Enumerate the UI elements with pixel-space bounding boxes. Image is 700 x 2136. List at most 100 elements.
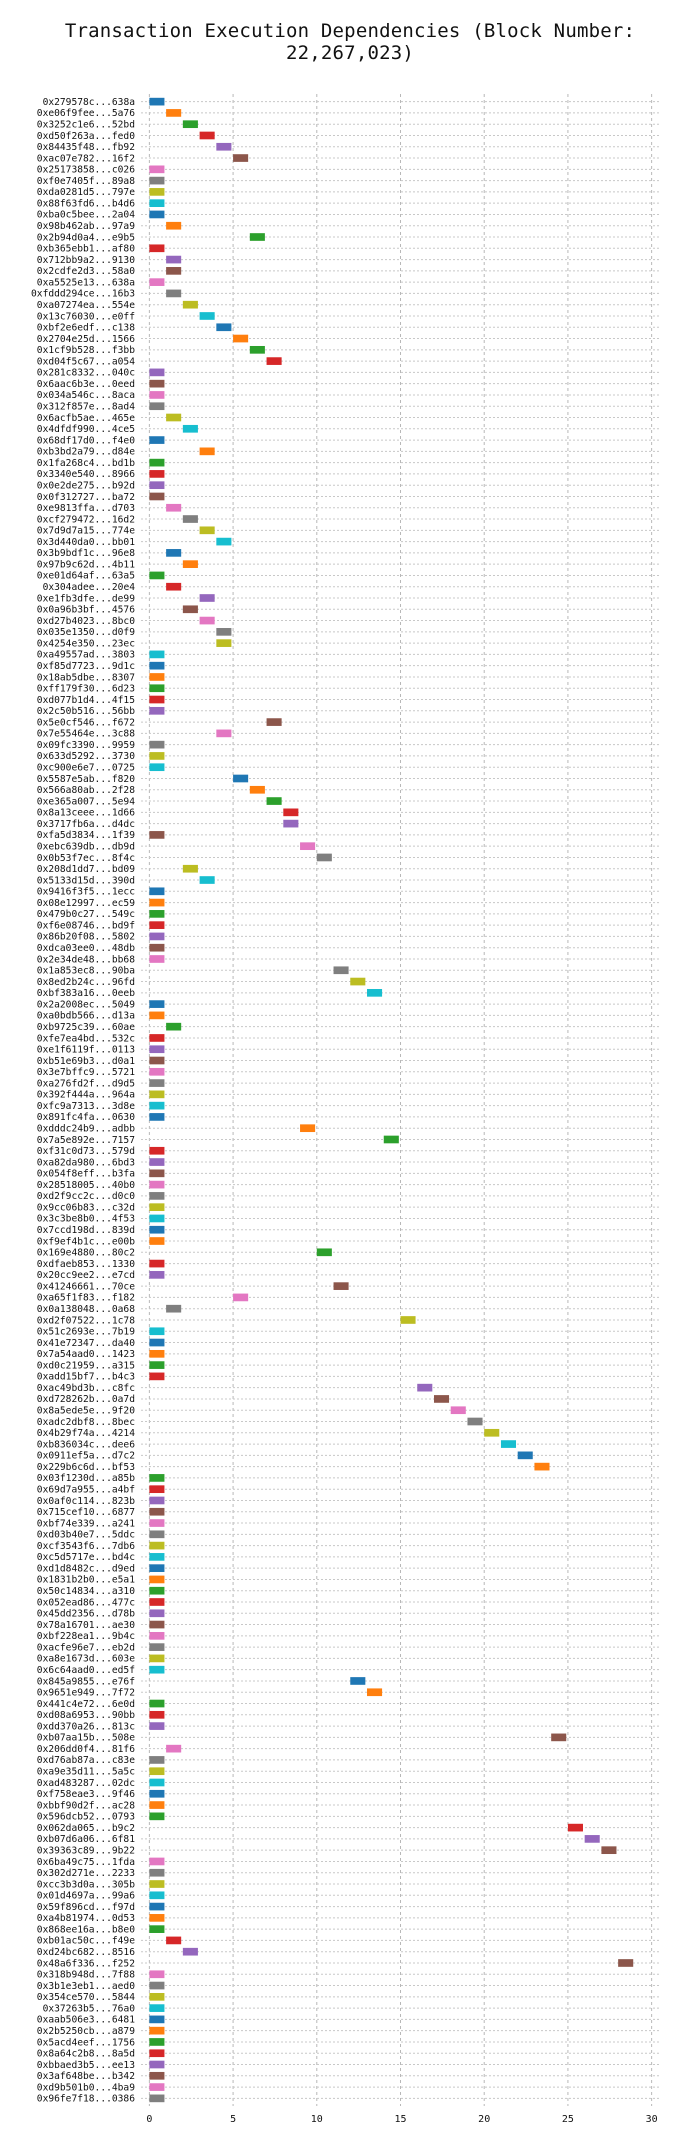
transaction-bar — [149, 1034, 165, 1042]
y-tick-label: 0xe9813ffa...d703 — [37, 503, 135, 514]
y-tick-label: 0xe06f9fee...5a76 — [37, 108, 135, 119]
y-tick-label: 0x28518005...40b0 — [37, 1180, 135, 1191]
y-tick-label: 0xbf228ea1...9b4c — [37, 1631, 135, 1642]
y-tick-label: 0xb836034c...dee6 — [37, 1439, 135, 1450]
transaction-bar — [433, 1395, 450, 1403]
y-tick-label: 0x208d1dd7...bd09 — [37, 864, 135, 875]
transaction-bar — [149, 684, 165, 693]
y-tick-label: 0x868ee16a...b8e0 — [37, 1924, 135, 1935]
y-tick-label: 0x7e55464e...3c88 — [37, 729, 135, 740]
transaction-bar — [149, 1496, 165, 1505]
transaction-bar — [149, 1474, 165, 1482]
y-tick-label: 0xba0c5bee...2a04 — [37, 210, 135, 221]
y-tick-label: 0x51c2693e...7b19 — [37, 1327, 135, 1338]
y-tick-label: 0xa8e1673d...603e — [37, 1654, 135, 1665]
y-tick-label: 0xadd15bf7...b4c3 — [37, 1372, 135, 1383]
y-tick-label: 0x302d271e...2233 — [37, 1868, 135, 1879]
y-tick-label: 0x312f857e...8ad4 — [37, 402, 135, 413]
transaction-bar — [149, 1767, 165, 1776]
y-tick-label: 0xe1f6119f...0113 — [37, 1045, 135, 1056]
y-tick-label: 0x69d7a955...a4bf — [37, 1484, 135, 1495]
transaction-bar — [166, 109, 182, 117]
y-tick-label: 0x09fc3390...9959 — [37, 740, 135, 751]
y-tick-label: 0x6aac6b3e...0eed — [37, 379, 135, 390]
y-tick-label: 0xfc9a7313...3d8e — [37, 1101, 135, 1112]
y-tick-label: 0x1a853ec8...90ba — [37, 966, 135, 977]
y-tick-label: 0x98b462ab...97a9 — [37, 221, 135, 232]
transaction-bar — [500, 1440, 517, 1448]
y-tick-label: 0x2cdfe2d3...58a0 — [37, 266, 135, 277]
transaction-bar — [149, 1067, 165, 1076]
y-tick-label: 0x392f444a...964a — [37, 1090, 135, 1101]
transaction-bar — [199, 876, 215, 884]
y-tick-label: 0xacfe96e7...eb2d — [37, 1642, 135, 1653]
y-tick-label: 0xa5525e13...638a — [37, 277, 135, 288]
transaction-bar — [149, 2026, 165, 2035]
transaction-bar — [166, 255, 182, 264]
transaction-bar — [484, 1428, 500, 1437]
y-tick-label: 0xd03b40e7...5ddc — [37, 1530, 135, 1541]
transaction-bar — [149, 436, 165, 444]
y-tick-label: 0xbf74e339...a241 — [37, 1518, 135, 1529]
transaction-bar — [149, 571, 165, 580]
y-tick-label: 0xa07274ea...554e — [37, 300, 135, 311]
y-tick-label: 0x08e12997...ec59 — [37, 898, 135, 909]
transaction-bar — [149, 1530, 165, 1539]
x-tick-labels: 0 5 10 15 20 25 30 — [146, 2114, 657, 2125]
transaction-bar — [149, 932, 165, 941]
y-tick-label: 0x8a13ceee...1d66 — [37, 808, 135, 819]
transaction-bar — [149, 1349, 165, 1358]
transaction-bar — [266, 357, 282, 365]
transaction-bar — [149, 1925, 165, 1933]
transaction-bar — [182, 1947, 198, 1956]
transaction-bar — [166, 221, 182, 230]
y-tick-label: 0x59f896cd...f97d — [37, 1902, 135, 1913]
transaction-bar — [333, 966, 349, 975]
transaction-bar — [149, 188, 165, 196]
y-tick-label: 0x2a2008ec...5049 — [37, 999, 135, 1010]
transaction-bar — [149, 1361, 165, 1369]
y-tick-label: 0x3af648be...b342 — [37, 2071, 135, 2082]
y-tick-label: 0x1cf9b528...f3bb — [37, 345, 135, 356]
transaction-bar — [534, 1462, 550, 1471]
transaction-bar — [283, 808, 299, 817]
transaction-bar — [149, 1225, 165, 1234]
transaction-bar — [149, 1541, 165, 1550]
y-tick-label: 0x41e72347...da40 — [37, 1338, 135, 1349]
y-tick-label: 0x7a5e892e...7157 — [37, 1135, 135, 1146]
y-tick-label: 0xa49557ad...3803 — [37, 650, 135, 661]
y-tick-label: 0xf758eae3...9f46 — [37, 1789, 135, 1800]
transaction-bar — [216, 142, 232, 151]
y-tick-label: 0x7d9d7a15...774e — [37, 526, 135, 537]
transaction-bar — [149, 1665, 165, 1674]
transaction-bar — [149, 1722, 165, 1730]
transaction-bar — [216, 628, 232, 636]
transaction-bar — [149, 1801, 165, 1809]
y-tick-label: 0x2704e25d...1566 — [37, 334, 135, 345]
y-tick-label: 0xb01ac50c...f49e — [37, 1936, 135, 1947]
transaction-bar — [216, 537, 232, 546]
y-tick-label: 0x6ba49c75...1fda — [37, 1857, 135, 1868]
transaction-bar — [199, 447, 215, 456]
x-tick-label: 5 — [230, 2114, 236, 2125]
transaction-bar — [149, 1090, 165, 1099]
transaction-bar — [249, 345, 265, 354]
transaction-bar — [149, 763, 165, 772]
transaction-bar — [149, 661, 165, 670]
y-tick-label: 0xd0c21959...a315 — [37, 1360, 135, 1371]
transaction-bar — [149, 2094, 165, 2103]
transaction-bar — [383, 1135, 399, 1144]
y-tick-label: 0x2e34de48...bb68 — [37, 954, 135, 965]
transaction-bar — [149, 943, 165, 952]
transaction-bar — [182, 300, 198, 309]
transaction-bar — [149, 492, 165, 501]
y-tick-label: 0xa65f1f83...f182 — [37, 1293, 135, 1304]
transaction-bar — [584, 1835, 600, 1843]
y-tick-label: 0xb07d6a06...6f81 — [37, 1834, 135, 1845]
y-tick-label: 0x4dfdf990...4ce5 — [37, 424, 135, 435]
transaction-bar — [149, 402, 165, 411]
y-tick-label: 0xc900e6e7...0725 — [37, 763, 135, 774]
y-tick-label: 0xdd370a26...813c — [37, 1721, 135, 1732]
y-tick-label: 0x5587e5ab...f820 — [37, 774, 135, 785]
